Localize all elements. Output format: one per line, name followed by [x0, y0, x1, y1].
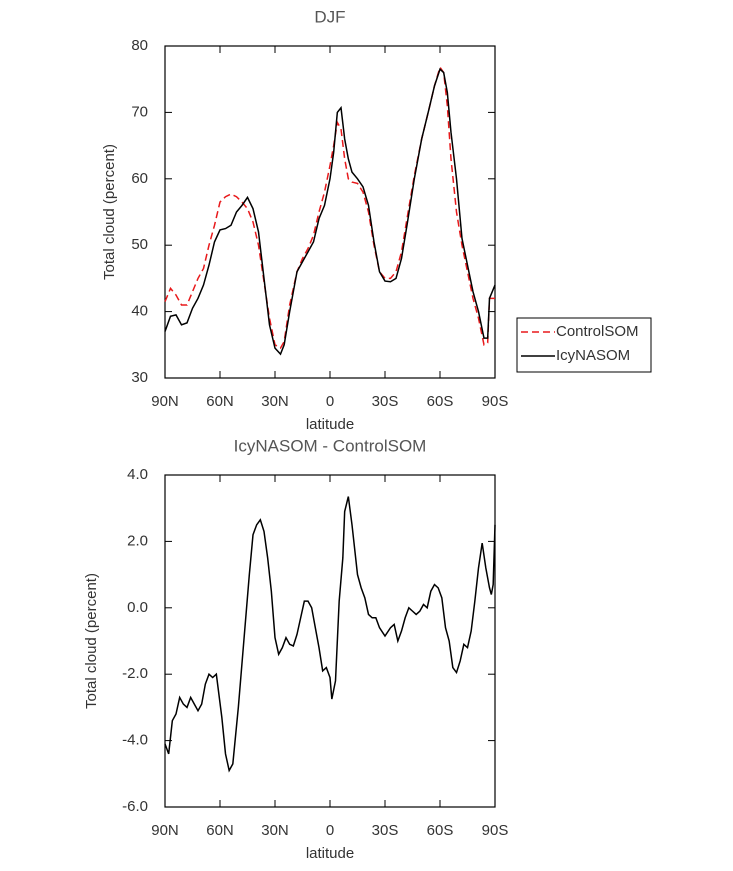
y-tick-label: 70: [131, 103, 148, 120]
plot-frame: [164, 474, 496, 808]
x-tick-label: 30S: [372, 822, 399, 839]
x-tick-label: 90N: [151, 393, 179, 410]
chart-title: DJF: [314, 7, 345, 26]
y-tick-label: 50: [131, 236, 148, 253]
x-tick-label: 0: [326, 393, 334, 410]
x-tick-label: 60N: [206, 822, 234, 839]
y-tick-label: 0.0: [127, 599, 148, 616]
legend-label: IcyNASOM: [556, 347, 630, 364]
y-tick-label: 60: [131, 170, 148, 187]
x-axis-label: latitude: [306, 845, 354, 862]
x-tick-label: 30N: [261, 393, 289, 410]
x-tick-label: 90S: [482, 393, 509, 410]
plot-frame: [164, 45, 496, 379]
y-axis-label: Total cloud (percent): [83, 573, 100, 709]
y-tick-label: 30: [131, 369, 148, 386]
y-tick-label: 80: [131, 37, 148, 54]
x-tick-label: 30N: [261, 822, 289, 839]
y-tick-label: -6.0: [122, 798, 148, 815]
y-tick-label: 40: [131, 303, 148, 320]
y-tick-label: -2.0: [122, 665, 148, 682]
legend-label: ControlSOM: [556, 323, 639, 340]
legend-box: [516, 317, 652, 373]
y-axis-label: Total cloud (percent): [101, 144, 118, 280]
x-tick-label: 60S: [427, 822, 454, 839]
x-tick-label: 90N: [151, 822, 179, 839]
data-line: [164, 67, 496, 356]
x-tick-label: 60S: [427, 393, 454, 410]
y-tick-label: 4.0: [127, 466, 148, 483]
x-tick-label: 0: [326, 822, 334, 839]
x-axis-label: latitude: [306, 416, 354, 433]
x-tick-label: 90S: [482, 822, 509, 839]
data-line: [164, 65, 495, 350]
y-tick-label: -4.0: [122, 732, 148, 749]
chart-title: IcyNASOM - ControlSOM: [234, 436, 427, 455]
x-tick-label: 60N: [206, 393, 234, 410]
x-tick-label: 30S: [372, 393, 399, 410]
y-tick-label: 2.0: [127, 532, 148, 549]
data-line: [164, 496, 496, 773]
